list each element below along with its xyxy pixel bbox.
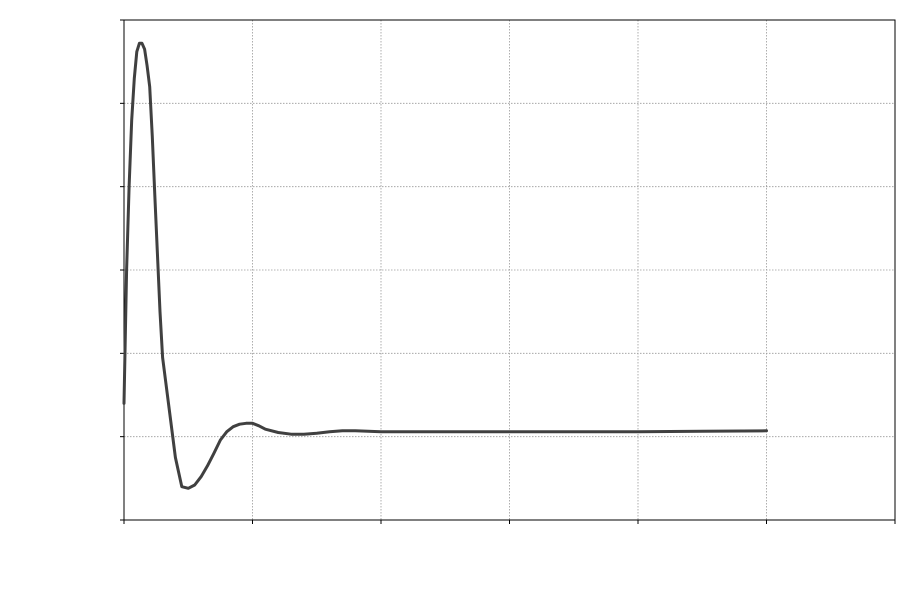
series-line: [122, 41, 768, 490]
axes: [120, 19, 896, 524]
grid: [124, 20, 895, 520]
series-group: [122, 41, 768, 490]
